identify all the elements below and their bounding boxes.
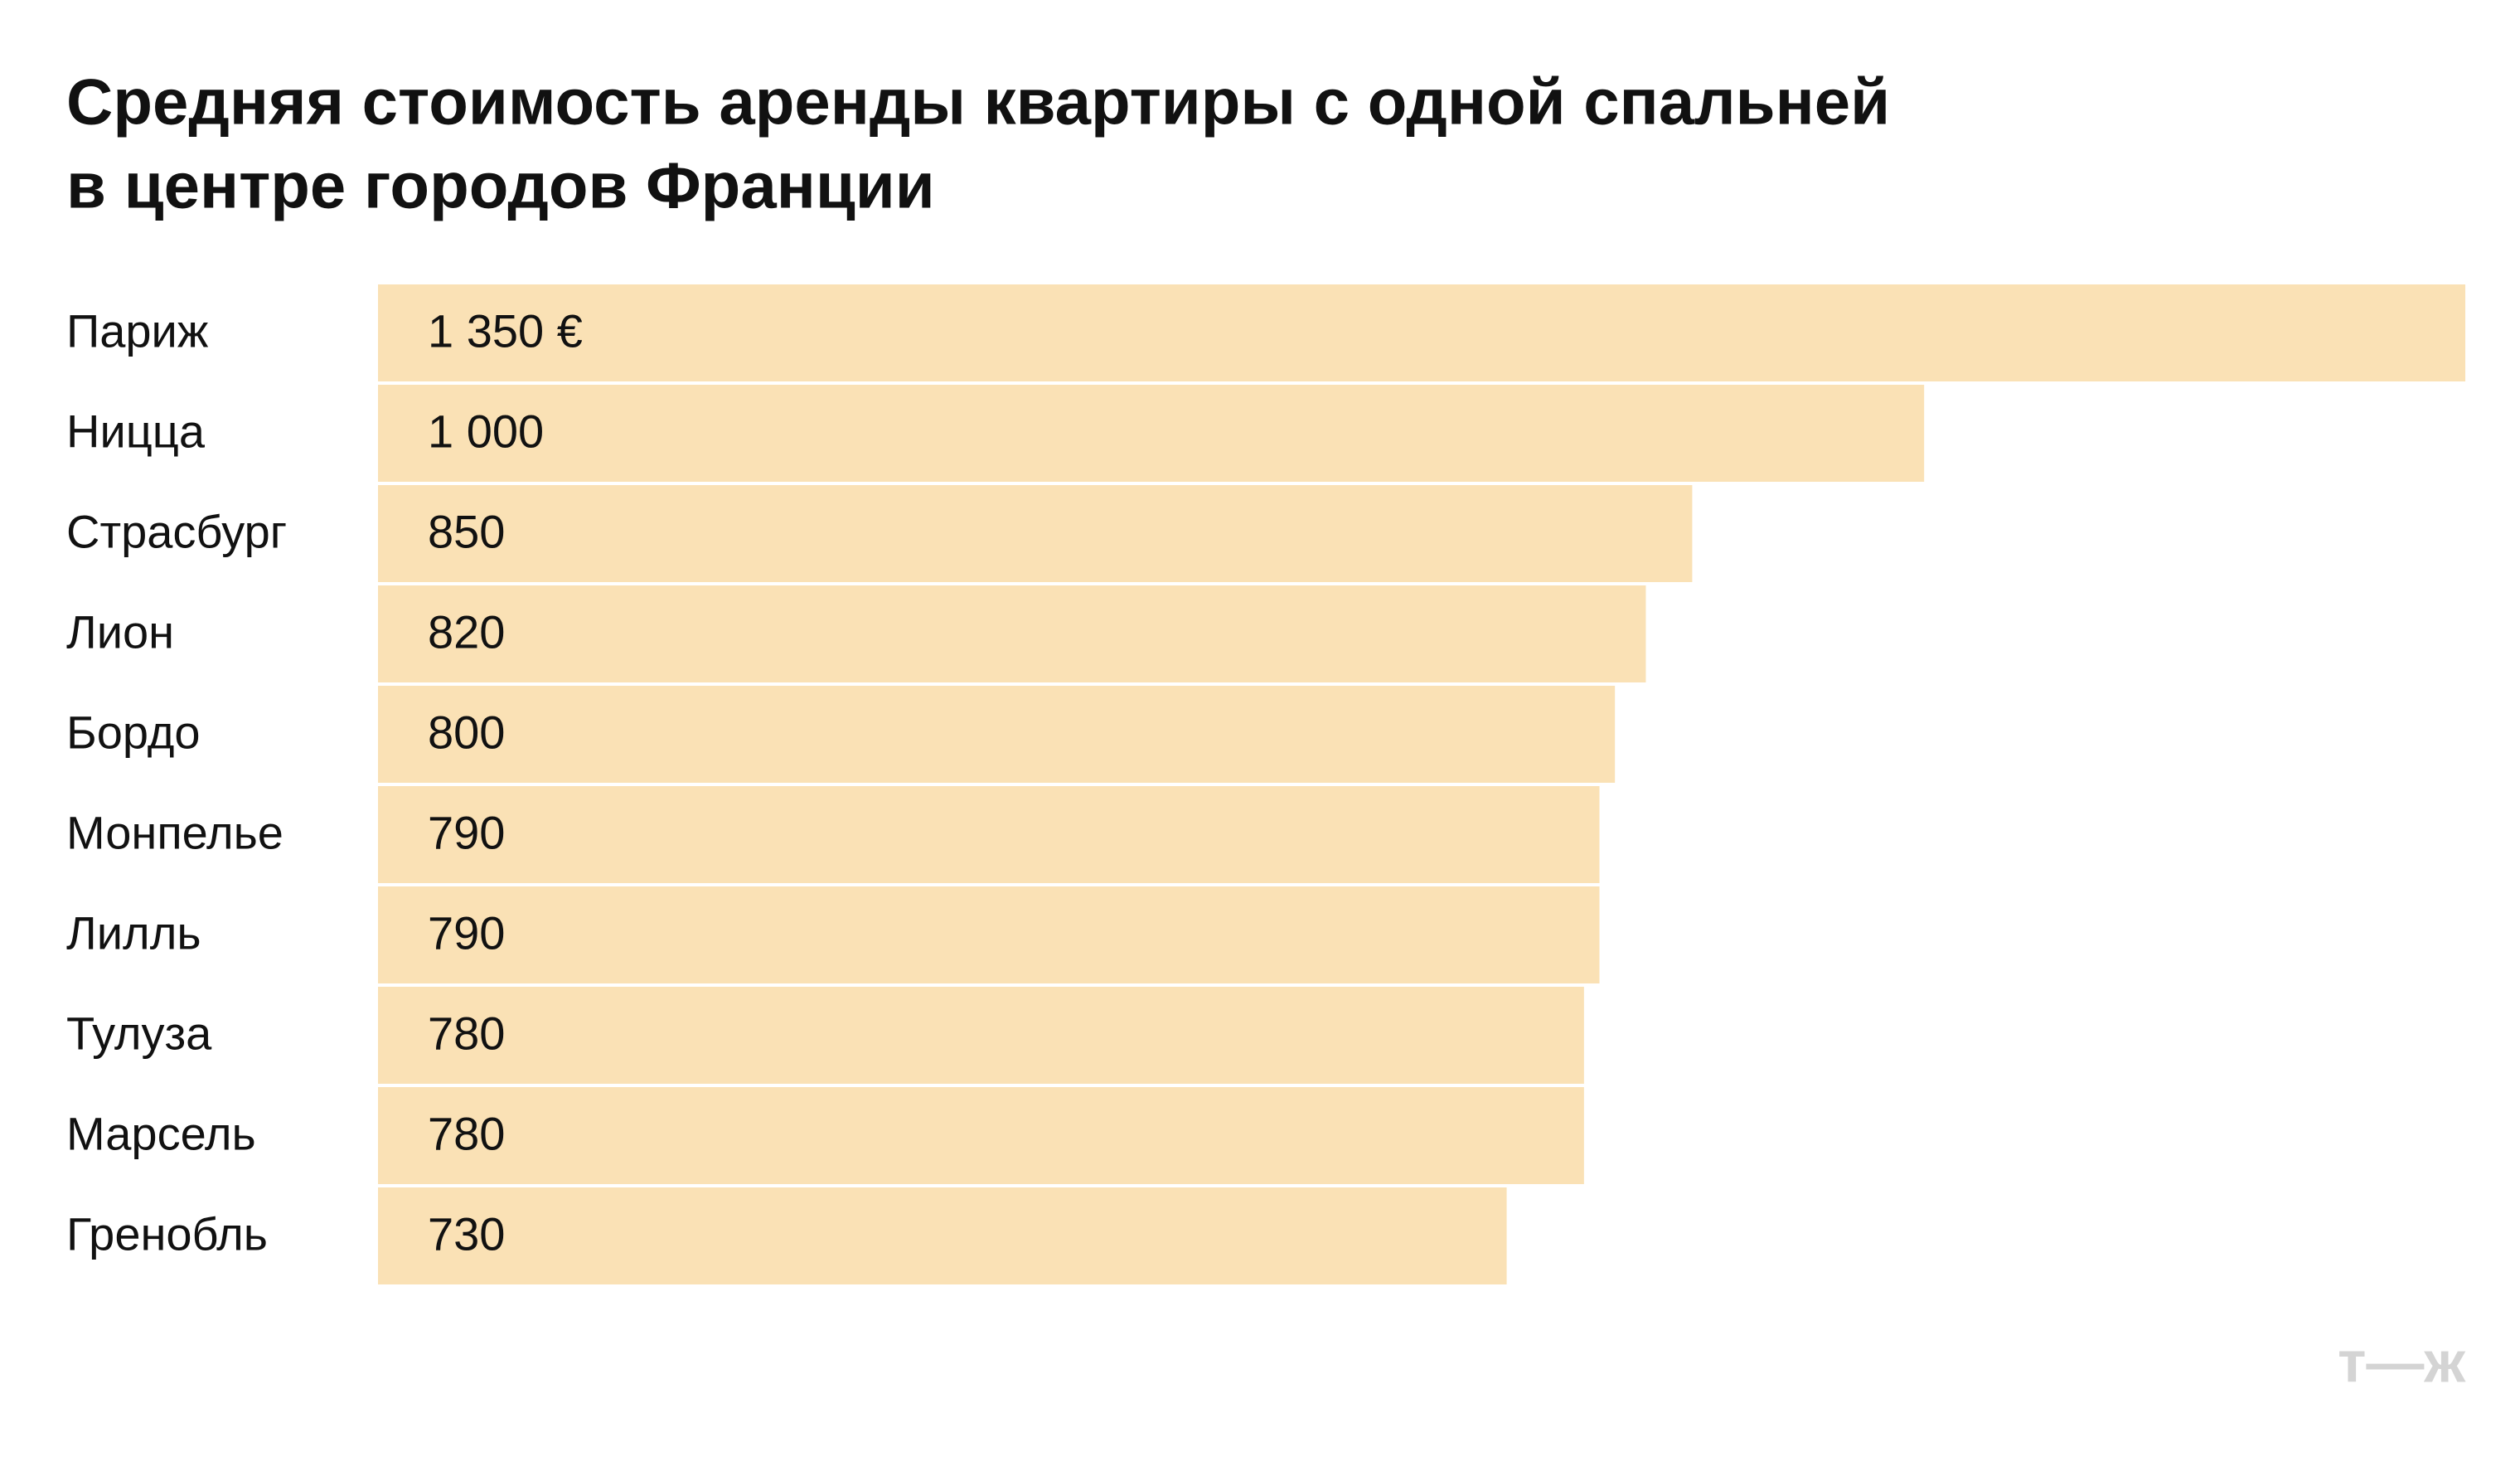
bar bbox=[378, 284, 2465, 381]
value-label: 790 bbox=[428, 806, 505, 858]
value-label: 780 bbox=[428, 1007, 505, 1059]
bar bbox=[378, 585, 1646, 682]
category-label: Монпелье bbox=[66, 806, 284, 858]
value-label: 790 bbox=[428, 906, 505, 959]
category-label: Париж bbox=[66, 304, 209, 357]
value-label: 820 bbox=[428, 605, 505, 658]
bar bbox=[378, 987, 1584, 1084]
value-label: 800 bbox=[428, 706, 505, 758]
category-label: Марсель bbox=[66, 1107, 256, 1159]
category-label: Страсбург bbox=[66, 505, 287, 557]
value-label: 730 bbox=[428, 1207, 505, 1260]
bar bbox=[378, 1087, 1584, 1184]
chart-title: в центре городов Франции bbox=[66, 149, 935, 222]
category-label: Бордо bbox=[66, 706, 201, 758]
logo: т—ж bbox=[2338, 1329, 2466, 1394]
value-label: 850 bbox=[428, 505, 505, 557]
bar bbox=[378, 886, 1600, 983]
category-label: Гренобль bbox=[66, 1207, 268, 1260]
value-label: 1 000 bbox=[428, 405, 544, 457]
category-label: Лилль bbox=[66, 906, 201, 959]
bar bbox=[378, 485, 1693, 582]
bar bbox=[378, 786, 1600, 883]
category-label: Ницца bbox=[66, 405, 206, 457]
bar bbox=[378, 686, 1616, 783]
chart-title: Средняя стоимость аренды квартиры с одно… bbox=[66, 66, 1890, 138]
category-label: Лион bbox=[66, 605, 174, 658]
value-label: 780 bbox=[428, 1107, 505, 1159]
value-label: 1 350 € bbox=[428, 304, 583, 357]
category-label: Тулуза bbox=[66, 1007, 212, 1059]
bar bbox=[378, 385, 1925, 482]
bar bbox=[378, 1187, 1507, 1284]
